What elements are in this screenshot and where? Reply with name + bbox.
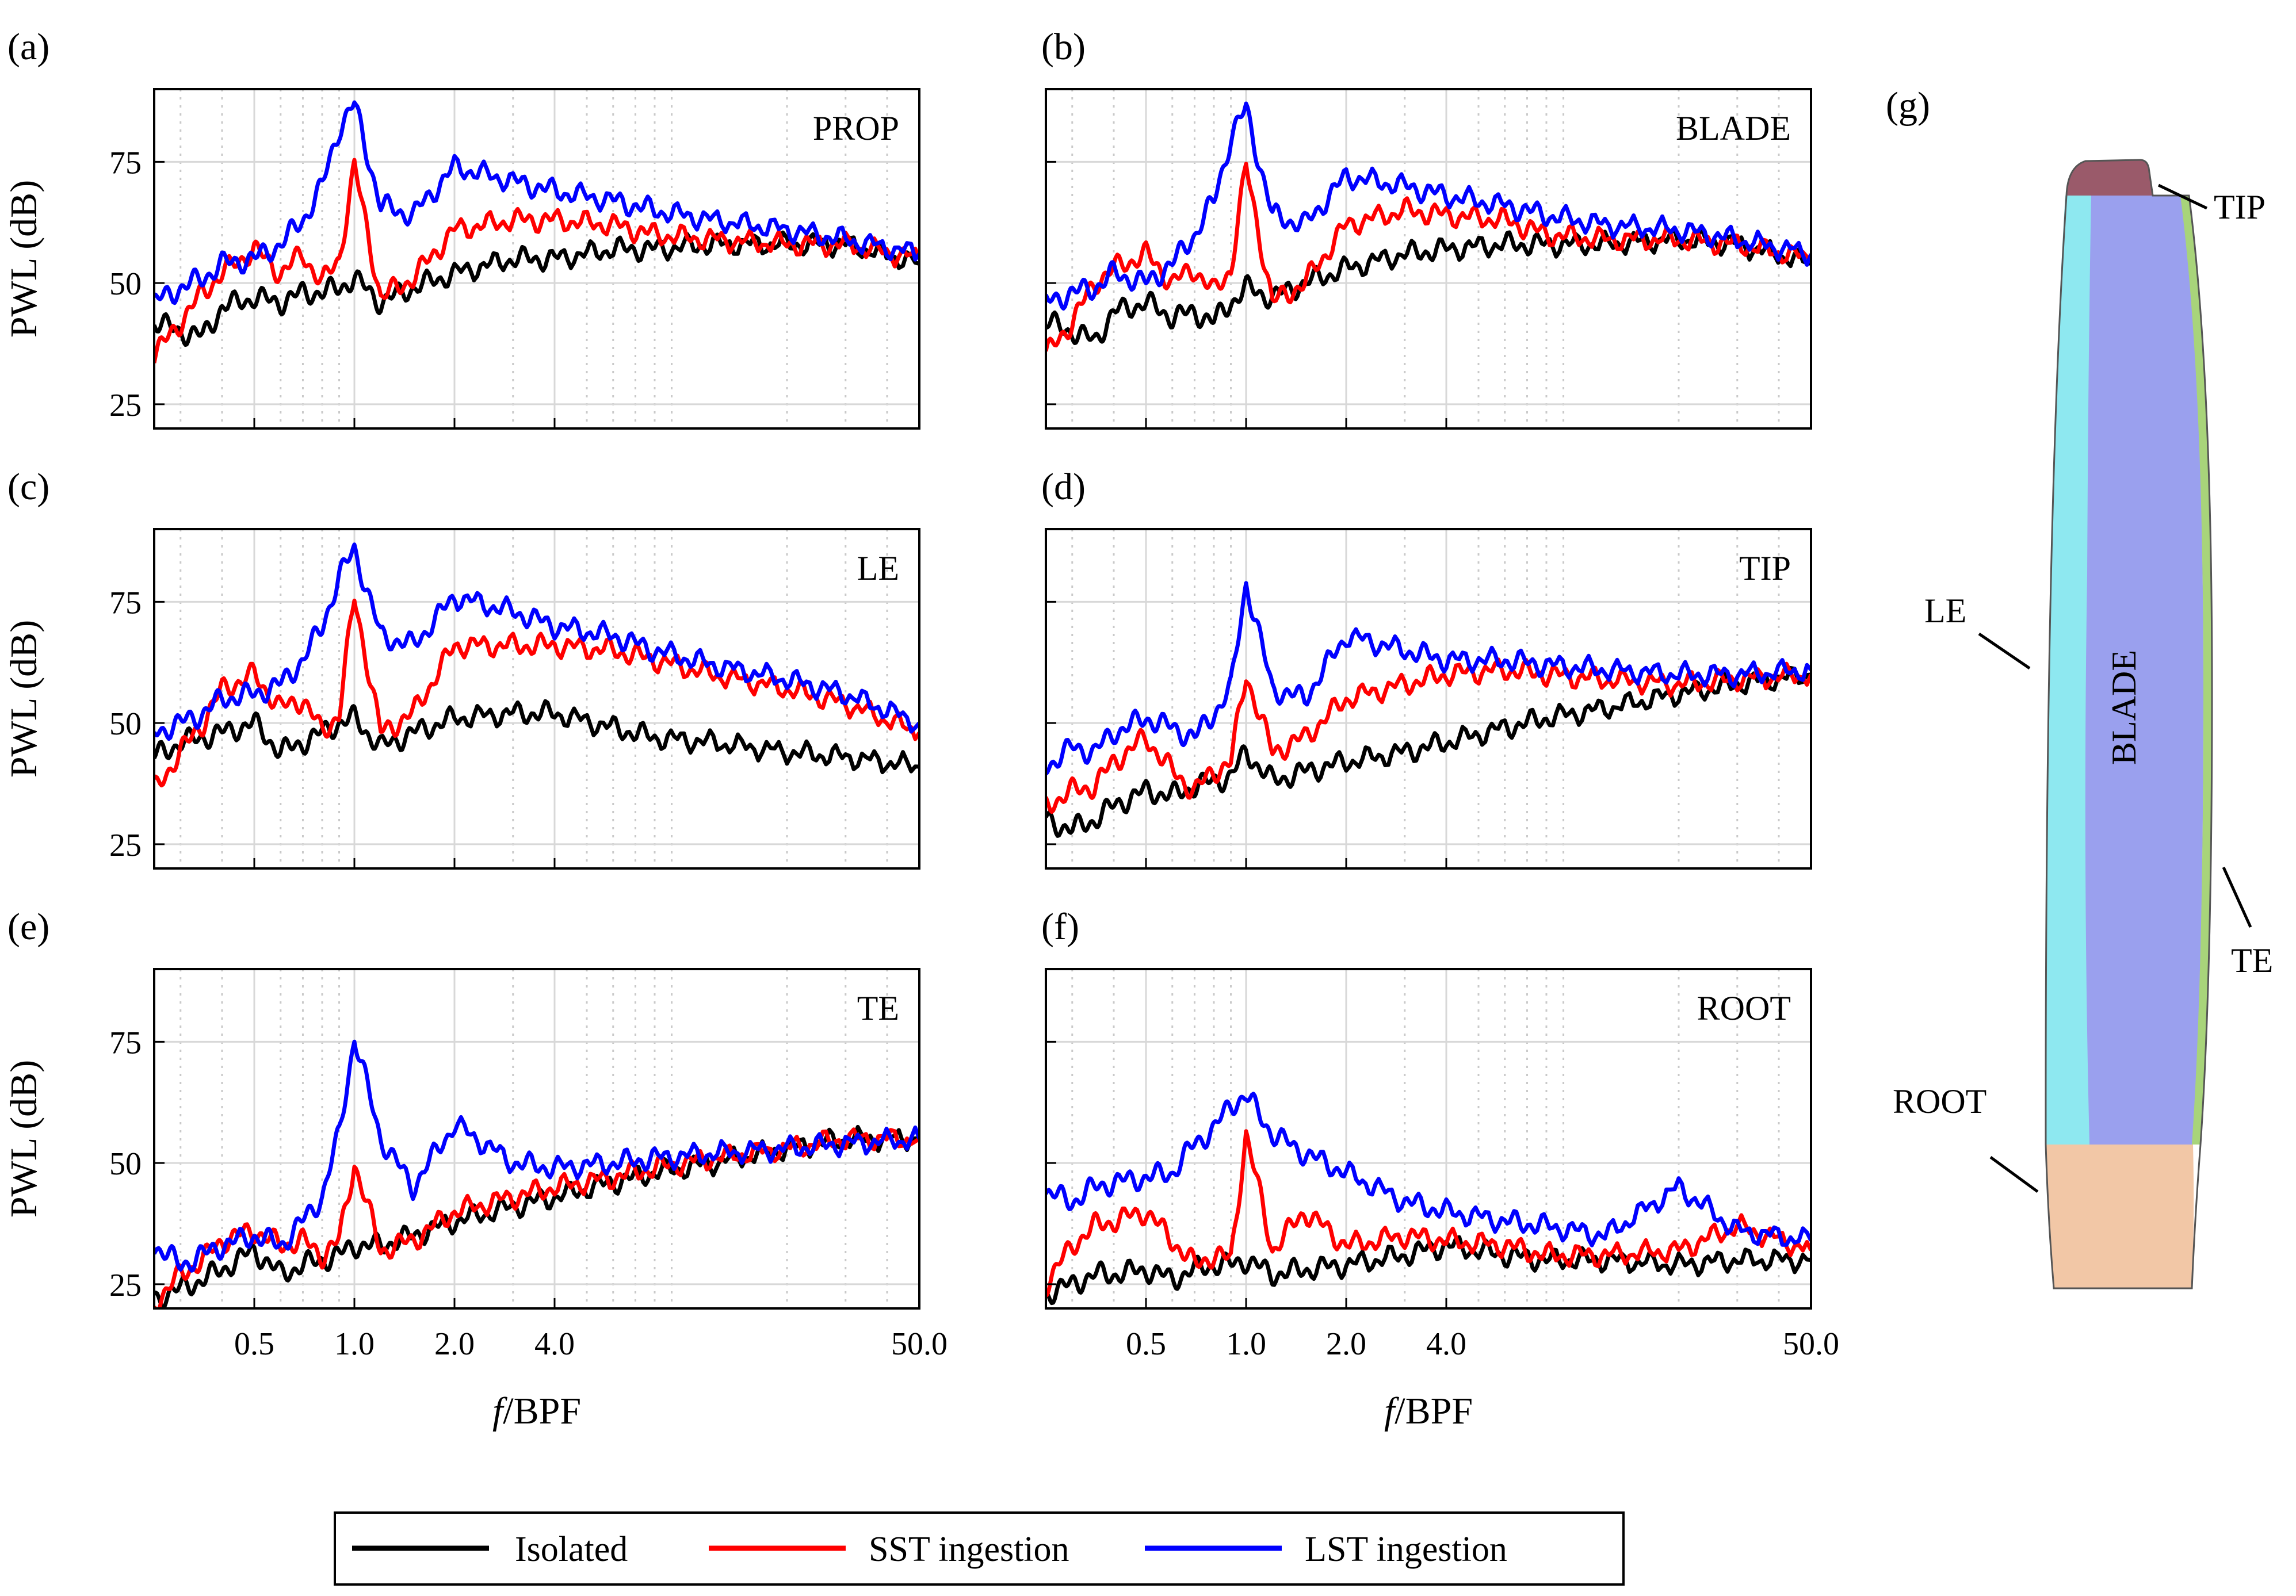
blade-region-tip [2066,160,2153,196]
y-tick-label: 25 [109,1268,142,1303]
blade-region-root [2046,1145,2194,1288]
x-tick-label: 4.0 [534,1326,575,1362]
series-group [1046,101,1811,352]
blade-region-blade [2085,196,2203,1145]
series-line-lst [154,542,919,741]
panel-letter-root: (f) [1041,906,1079,948]
series-line-sst [154,1127,919,1308]
x-tick-label: 2.0 [434,1326,475,1362]
series-line-sst [154,598,919,788]
grid-tip [1046,529,1811,868]
plot-frame [1045,528,1812,870]
label-root: ROOT [1893,1082,1986,1120]
series-group [154,1039,919,1308]
leader-line-tip [2157,183,2208,210]
y-axis-label: PWL (dB) [3,1060,45,1218]
leader-line-root [1989,1155,2039,1193]
x-axis-label: f/BPF [492,1390,581,1432]
plot-frame [153,968,920,1310]
label-te: TE [2231,941,2273,979]
legend-label-isolated: Isolated [515,1530,628,1569]
panel-letter-g: (g) [1886,85,1930,127]
series-line-isolated [154,1124,919,1308]
series-group [1046,1092,1811,1306]
y-axis-label: PWL (dB) [3,180,45,338]
series-line-isolated [154,699,919,775]
series-line-lst [154,100,919,305]
leader-line-te [2222,866,2252,928]
chart-panel-tip: (d) TIP [1041,466,1812,870]
series-line-isolated [1046,666,1811,838]
panel-tag-root: ROOT [1697,989,1791,1027]
panel-tag-te: TE [857,989,899,1027]
y-tick-label: 75 [109,1025,142,1061]
series-line-isolated [154,230,919,347]
y-tick-label: 25 [109,388,142,423]
panel-tag-blade: BLADE [1676,109,1791,147]
chart-panels: 25 50 75 (a) PROP PWL (dB) (b) BLADE 25 50 75 (c) LE… [3,26,1839,1432]
x-tick-label: 4.0 [1426,1326,1466,1362]
panel-letter-tip: (d) [1041,466,1086,508]
legend: Isolated SST ingestion LST ingestion [334,1511,1625,1586]
panel-tag-le: LE [857,549,899,587]
blade-outline [2045,159,2213,1289]
y-tick-label: 50 [109,1146,142,1182]
series-line-lst [1046,1092,1811,1247]
panel-tag-prop: PROP [813,109,899,147]
x-tick-label: 0.5 [1126,1326,1166,1362]
grid-prop [154,89,919,428]
plot-frame [1045,88,1812,430]
plot-frame [153,88,920,430]
leader-line-le [1978,632,2031,670]
x-tick-label: 50.0 [1783,1326,1839,1362]
y-tick-label: 50 [109,706,142,742]
panel-letter-prop: (a) [7,26,49,68]
chart-panel-le: 25 50 75 (c) LE PWL (dB) [3,466,920,870]
panel-letter-blade: (b) [1041,26,1086,68]
label-blade: BLADE [2105,650,2143,765]
y-axis-label: PWL (dB) [3,620,45,778]
x-axis-label: f/BPF [1384,1390,1473,1432]
x-tick-label: 1.0 [334,1326,375,1362]
grid-root [1046,969,1811,1308]
legend-box [334,1511,1625,1586]
y-tick-label: 50 [109,266,142,302]
chart-panel-prop: 25 50 75 (a) PROP PWL (dB) [3,26,920,430]
series-line-sst [1046,657,1811,814]
chart-panel-blade: (b) BLADE [1041,26,1812,430]
series-group [154,542,919,788]
y-tick-label: 75 [109,145,142,181]
blade-diagram: (g) TIP LE BLADE TE ROOT [1886,85,2273,1289]
blade-region-te [2180,196,2212,1145]
x-tick-label: 1.0 [1226,1326,1266,1362]
x-tick-label: 0.5 [234,1326,274,1362]
y-tick-label: 25 [109,828,142,863]
x-tick-label: 50.0 [891,1326,948,1362]
legend-label-lst: LST ingestion [1305,1530,1507,1569]
series-line-sst [1046,1129,1811,1298]
series-group [1046,581,1811,838]
plot-frame [153,528,920,870]
plot-frame [1045,968,1812,1310]
panel-tag-tip: TIP [1739,549,1791,587]
label-tip: TIP [2214,188,2266,226]
y-tick-label: 75 [109,585,142,621]
series-line-lst [1046,581,1811,775]
chart-panel-root: 0.5 1.0 2.0 4.0 50.0 (f) ROOT f/BPF [1041,906,1839,1432]
chart-panel-te: 0.5 1.0 2.0 4.0 50.0 25 50 75 (e) TE PWL (dB) f/BPF [3,906,948,1432]
series-line-lst [1046,101,1811,311]
series-line-sst [1046,162,1811,352]
panel-letter-le: (c) [7,466,49,508]
panel-letter-te: (e) [7,906,49,948]
x-tick-label: 2.0 [1326,1326,1366,1362]
series-group [154,100,919,363]
label-le: LE [1924,592,1966,630]
legend-label-sst: SST ingestion [869,1530,1069,1569]
series-line-lst [154,1039,919,1273]
